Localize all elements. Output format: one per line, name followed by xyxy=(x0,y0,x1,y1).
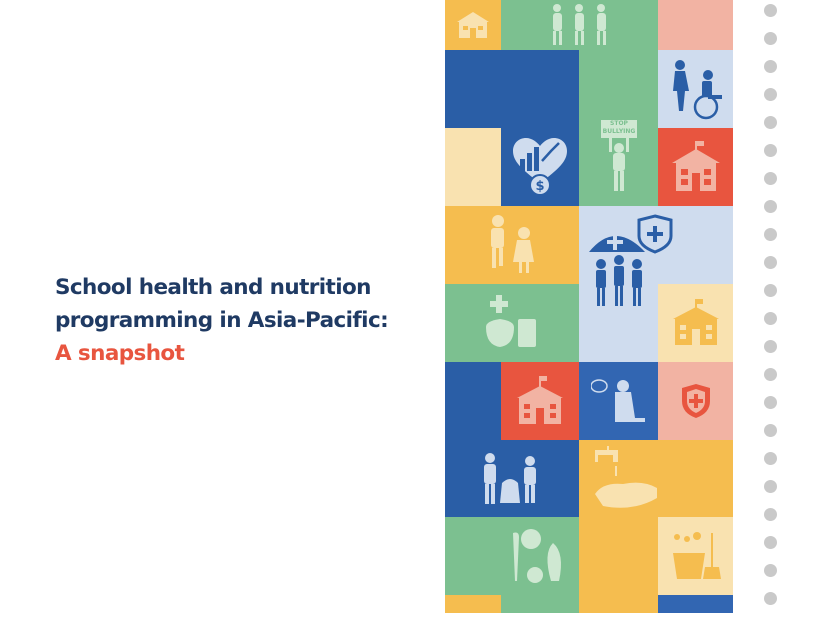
binding-dot xyxy=(764,368,777,381)
stop-bullying-sign: STOP BULLYING xyxy=(601,120,637,138)
school-icon xyxy=(672,299,719,345)
tile-yellow-bottom xyxy=(445,595,501,613)
svg-text:$: $ xyxy=(535,179,544,194)
tile-blue xyxy=(445,50,579,128)
tile-blue-2 xyxy=(445,362,501,440)
shield-icon xyxy=(681,384,710,418)
school-icon xyxy=(517,376,563,424)
binding-dot xyxy=(764,200,777,213)
binding-dot xyxy=(764,32,777,45)
vegetables-icon xyxy=(513,529,561,583)
subtitle: A snapshot xyxy=(55,341,185,366)
tile-blue-bottom xyxy=(658,595,733,613)
school-icon xyxy=(457,12,489,38)
tile-sad-child xyxy=(579,362,658,440)
icon-mosaic: STOP BULLYING $ xyxy=(445,0,733,613)
tile-cleaning xyxy=(658,517,733,595)
binding-dot xyxy=(764,508,777,521)
tile-wheelchair xyxy=(658,50,733,128)
tile-heart-chart: $ xyxy=(501,128,579,206)
binding-dot xyxy=(764,312,777,325)
handwashing-icon xyxy=(595,446,657,508)
binding-dot xyxy=(764,228,777,241)
binding-dot xyxy=(764,396,777,409)
tile-school-yellow xyxy=(658,284,733,362)
binding-dot xyxy=(764,536,777,549)
cleanup-icon xyxy=(484,452,536,504)
title-line-1: School health and nutrition xyxy=(55,275,371,300)
school-icon xyxy=(671,141,720,191)
tile-school xyxy=(445,0,501,50)
food-icon xyxy=(486,295,536,347)
tile-food xyxy=(445,284,579,362)
binding-dot xyxy=(764,116,777,129)
tile-light-yellow xyxy=(445,128,501,206)
tile-stop-bullying: STOP BULLYING xyxy=(579,50,658,206)
binding-dot xyxy=(764,480,777,493)
tile-shield xyxy=(658,362,733,440)
umbrella-health-icon xyxy=(589,214,673,306)
binding-dot xyxy=(764,592,777,605)
binding-dot xyxy=(764,4,777,17)
binding-dots xyxy=(764,4,778,620)
tile-cleanup xyxy=(445,440,579,517)
tile-salmon xyxy=(658,0,733,50)
tile-children-walking xyxy=(501,0,658,50)
tile-yellow-lower xyxy=(579,517,658,613)
binding-dot xyxy=(764,256,777,269)
tile-school-red-2 xyxy=(501,362,579,440)
binding-dot xyxy=(764,88,777,101)
binding-dot xyxy=(764,172,777,185)
binding-dot xyxy=(764,284,777,297)
heart-chart-dollar-icon: $ xyxy=(513,138,567,196)
tile-students xyxy=(445,206,579,284)
binding-dot xyxy=(764,144,777,157)
students-icon xyxy=(491,215,534,273)
binding-dot xyxy=(764,424,777,437)
title-line-2: programming in Asia-Pacific: xyxy=(55,308,389,333)
cover-title: School health and nutrition programming … xyxy=(55,271,389,370)
binding-dot xyxy=(764,60,777,73)
binding-dot xyxy=(764,564,777,577)
wheelchair-icon xyxy=(672,60,722,120)
binding-dot xyxy=(764,340,777,353)
sad-child-icon xyxy=(590,379,645,422)
tile-school-red xyxy=(658,128,733,206)
children-walking-icon xyxy=(552,4,606,45)
tile-umbrella-lower xyxy=(579,284,658,362)
binding-dot xyxy=(764,452,777,465)
stop-bullying-child-icon xyxy=(609,138,629,191)
cleaning-supplies-icon xyxy=(672,532,721,579)
